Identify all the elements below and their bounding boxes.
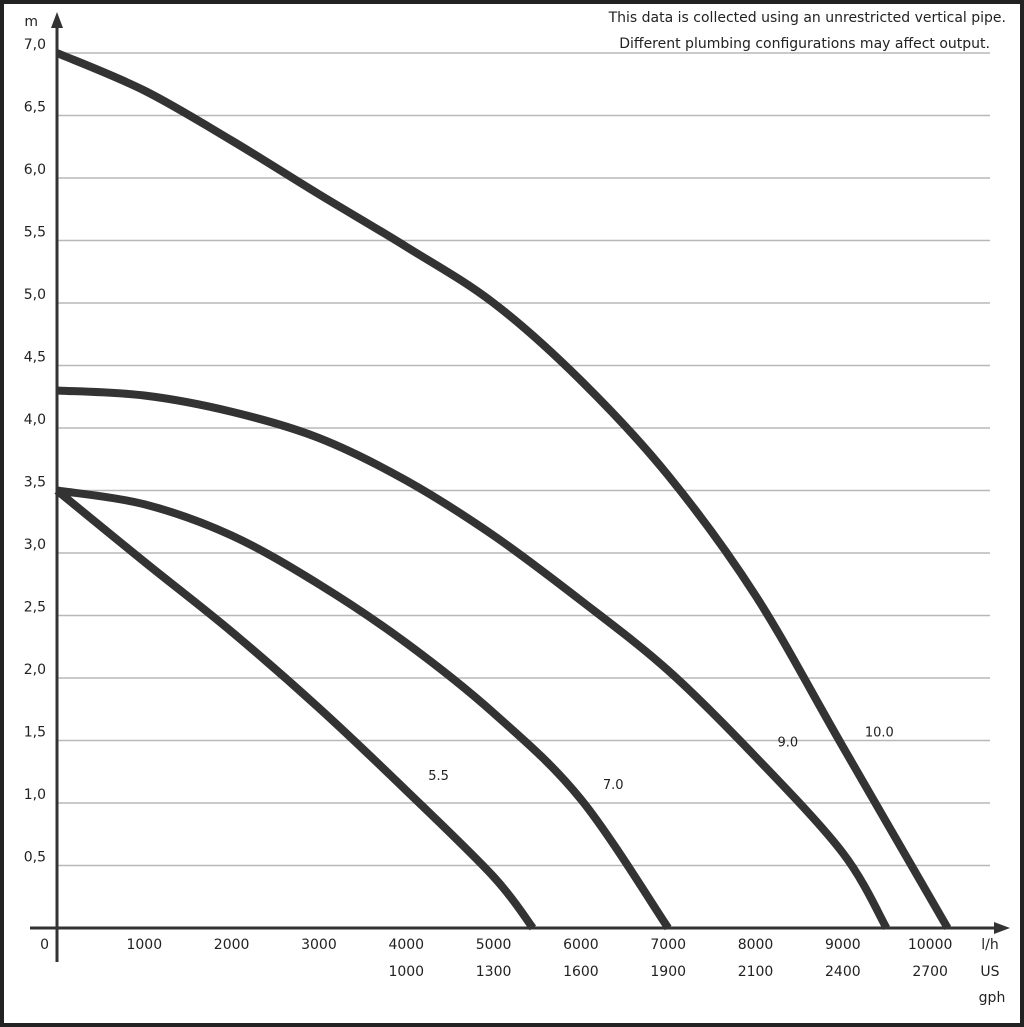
- x-tick-label: 1000: [126, 937, 162, 953]
- x-tick-label: 6000: [563, 937, 599, 953]
- annotation: This data is collected using an unrestri…: [608, 10, 1006, 26]
- x2-tick-label: 1900: [650, 964, 686, 980]
- curve-label: 10.0: [865, 725, 894, 740]
- y-axis-arrow: [51, 12, 63, 28]
- x-tick-label: 9000: [825, 937, 861, 953]
- x-tick-label: 4000: [388, 937, 424, 953]
- y-tick-label: 5,0: [24, 287, 46, 303]
- x-tick-label: 5000: [476, 937, 512, 953]
- x-tick-label: 7000: [650, 937, 686, 953]
- x-tick-label: 2000: [214, 937, 250, 953]
- y-tick-label: 6,0: [24, 162, 46, 178]
- x-tick-label: 10000: [908, 937, 953, 953]
- x2-tick-label: 2100: [738, 964, 774, 980]
- y-tick-label: 5,5: [24, 225, 46, 241]
- x-tick-label: 0: [40, 937, 49, 953]
- x-axis-label: l/h: [981, 937, 998, 953]
- x-axis-arrow: [994, 922, 1010, 934]
- curve-label: 9.0: [778, 735, 799, 750]
- x2-tick-label: 2700: [912, 964, 948, 980]
- x-tick-label: 8000: [738, 937, 774, 953]
- y-axis-label: m: [24, 14, 38, 30]
- y-tick-label: 3,0: [24, 537, 46, 553]
- y-tick-label: 3,5: [24, 475, 46, 491]
- x-tick-label: 3000: [301, 937, 337, 953]
- x2-tick-label: 1600: [563, 964, 599, 980]
- x2-tick-label: 1300: [476, 964, 512, 980]
- y-tick-label: 1,0: [24, 787, 46, 803]
- pump-curve: [54, 487, 537, 931]
- y-tick-label: 1,5: [24, 725, 46, 741]
- annotation: Different plumbing configurations may af…: [619, 36, 990, 52]
- curves: 10.0 9.0 7.0 5.5: [54, 49, 952, 931]
- pump-curve: [56, 486, 672, 931]
- x2-tick-label: 1000: [388, 964, 424, 980]
- y-tick-label: 2,0: [24, 662, 46, 678]
- y-tick-label: 4,5: [24, 350, 46, 366]
- pump-curve: [56, 386, 890, 931]
- curve-label: 7.0: [603, 778, 624, 793]
- x2-axis-label: gph: [979, 990, 1006, 1006]
- y-tick-label: 4,0: [24, 412, 46, 428]
- x2-axis-label: US: [980, 964, 999, 980]
- y-tick-label: 2,5: [24, 600, 46, 616]
- x2-tick-label: 2400: [825, 964, 861, 980]
- curve-label: 5.5: [428, 769, 449, 784]
- y-tick-label: 0,5: [24, 850, 46, 866]
- axes: 0,5 1,0 1,5 2,0 2,5 3,0 3,5 4,0 4,5 5,0 5,5 6,0 6,5 7…: [24, 12, 1010, 980]
- y-tick-label: 6,5: [24, 100, 46, 116]
- y-tick-label: 7,0: [24, 37, 46, 53]
- pump-curve: [55, 49, 952, 931]
